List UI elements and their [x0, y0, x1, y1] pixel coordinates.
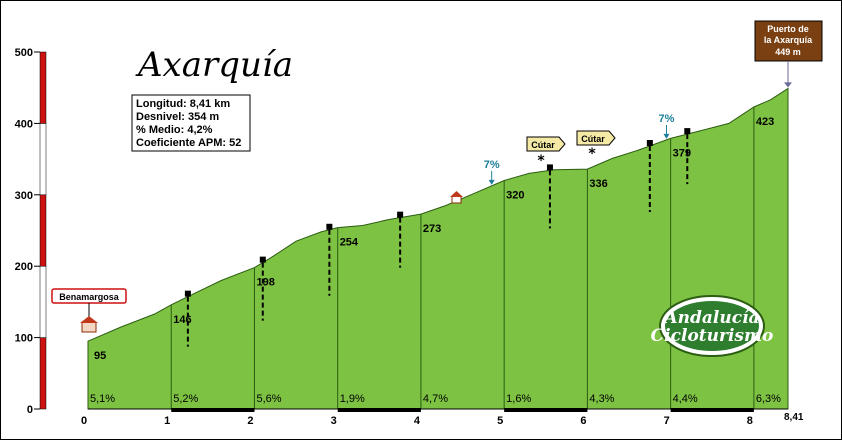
altitude-bar-block — [39, 51, 47, 124]
summit-name-line-2: la Axarquía — [764, 35, 813, 45]
x-tick-label: 8,41 — [784, 412, 804, 423]
altitude-scale-bar — [39, 51, 47, 410]
summit-arrow-icon — [784, 82, 792, 88]
y-tick-label: 300 — [15, 190, 33, 202]
segment-altitude-label: 95 — [94, 350, 106, 362]
km-bar — [504, 408, 588, 412]
segment-grade-label: 5,1% — [90, 393, 115, 405]
summit-altitude: 449 m — [775, 47, 801, 57]
junction-sign-icon — [684, 128, 691, 135]
junction-sign-icon — [397, 211, 404, 218]
segment-altitude-label: 336 — [589, 178, 607, 190]
x-tick-label: 3 — [331, 415, 337, 427]
logo-line-2: Cicloturismo — [651, 326, 774, 346]
stat-length: Longitud: 8,41 km — [136, 98, 230, 110]
stat-apm-coefficient: Coeficiente APM: 52 — [136, 137, 241, 149]
place-flag-cutar — [526, 136, 566, 152]
ramp-grade-label: 7% — [659, 113, 675, 125]
y-tick-label: 400 — [15, 118, 33, 130]
segment-grade-label: 4,7% — [423, 393, 448, 405]
y-tick-label: 500 — [15, 47, 33, 59]
segment-grade-label: 1,9% — [340, 393, 365, 405]
segment-altitude-label: 423 — [756, 116, 774, 128]
x-axis: 0 1 2 3 4 5 6 7 8 8,41 — [81, 412, 804, 427]
km-bar — [337, 408, 421, 412]
x-tick-label: 8 — [747, 415, 753, 427]
place-flag-cutar — [576, 130, 616, 146]
x-tick-label: 5 — [497, 415, 503, 427]
viewpoint-star-icon: * — [588, 146, 596, 162]
place-label-cutar: Cútar — [581, 134, 605, 144]
andalucia-cicloturismo-logo: Andalucía Cicloturismo — [651, 295, 774, 357]
junction-sign-icon — [326, 223, 333, 230]
junction-sign-icon — [259, 256, 266, 263]
summit-box — [754, 20, 823, 62]
y-tick-label: 200 — [15, 261, 33, 273]
altitude-bar-block — [39, 265, 47, 338]
elevation-profile-area — [87, 87, 789, 410]
segment-altitude-label: 198 — [256, 277, 274, 289]
x-tick-label: 7 — [664, 415, 670, 427]
place-label-cutar: Cútar — [531, 140, 555, 150]
viewpoint-star-icon: * — [537, 153, 545, 169]
segment-grade-label: 5,6% — [256, 393, 281, 405]
y-axis: 0 100 200 300 400 500 — [15, 47, 40, 416]
km-bar — [670, 408, 754, 412]
logo-line-1: Andalucía — [662, 308, 759, 328]
chart-title: Axarquía — [135, 45, 293, 85]
house-icon — [451, 195, 462, 204]
x-tick-label: 1 — [164, 415, 170, 427]
y-tick-label: 100 — [15, 333, 33, 345]
house-roof-icon — [450, 191, 463, 197]
x-tick-label: 2 — [247, 415, 253, 427]
village-icon — [81, 321, 97, 333]
ramp-arrowhead-icon — [488, 179, 495, 185]
x-tick-label: 0 — [81, 415, 87, 427]
junction-sign-icon — [546, 164, 553, 171]
stat-climb: Desnivel: 354 m — [136, 111, 219, 123]
ramp-arrowhead-icon — [663, 133, 670, 139]
x-tick-label: 4 — [414, 415, 421, 427]
junction-sign-icon — [184, 290, 191, 297]
altitude-bar-block — [39, 123, 47, 196]
segment-altitude-label: 273 — [423, 223, 441, 235]
segment-grade-label: 4,4% — [673, 393, 698, 405]
km-bar — [171, 408, 255, 412]
junction-markers — [184, 128, 691, 347]
stats-box: Longitud: 8,41 km Desnivel: 354 m % Medi… — [131, 94, 251, 152]
segment-grade-label: 4,3% — [589, 393, 614, 405]
altitude-bar-block — [39, 337, 47, 410]
segment-grade-label: 6,3% — [756, 393, 781, 405]
altitude-bar-block — [39, 194, 47, 267]
km-dividers — [170, 106, 755, 409]
ramp-grade-label: 7% — [484, 159, 500, 171]
segment-grade-label: 1,6% — [506, 393, 531, 405]
x-tick-label: 6 — [580, 415, 586, 427]
segment-altitude-label: 320 — [506, 190, 524, 202]
summit-name-line-1: Puerto de — [767, 24, 809, 34]
segment-altitude-label: 254 — [340, 237, 359, 249]
stat-average-grade: % Medio: 4,2% — [136, 124, 213, 136]
km-bars — [88, 408, 788, 412]
y-tick-label: 0 — [27, 404, 33, 416]
junction-sign-icon — [646, 139, 653, 146]
segment-grade-label: 5,2% — [173, 393, 198, 405]
village-roof-icon — [80, 316, 98, 323]
place-label-benamargosa: Benamargosa — [59, 292, 120, 302]
